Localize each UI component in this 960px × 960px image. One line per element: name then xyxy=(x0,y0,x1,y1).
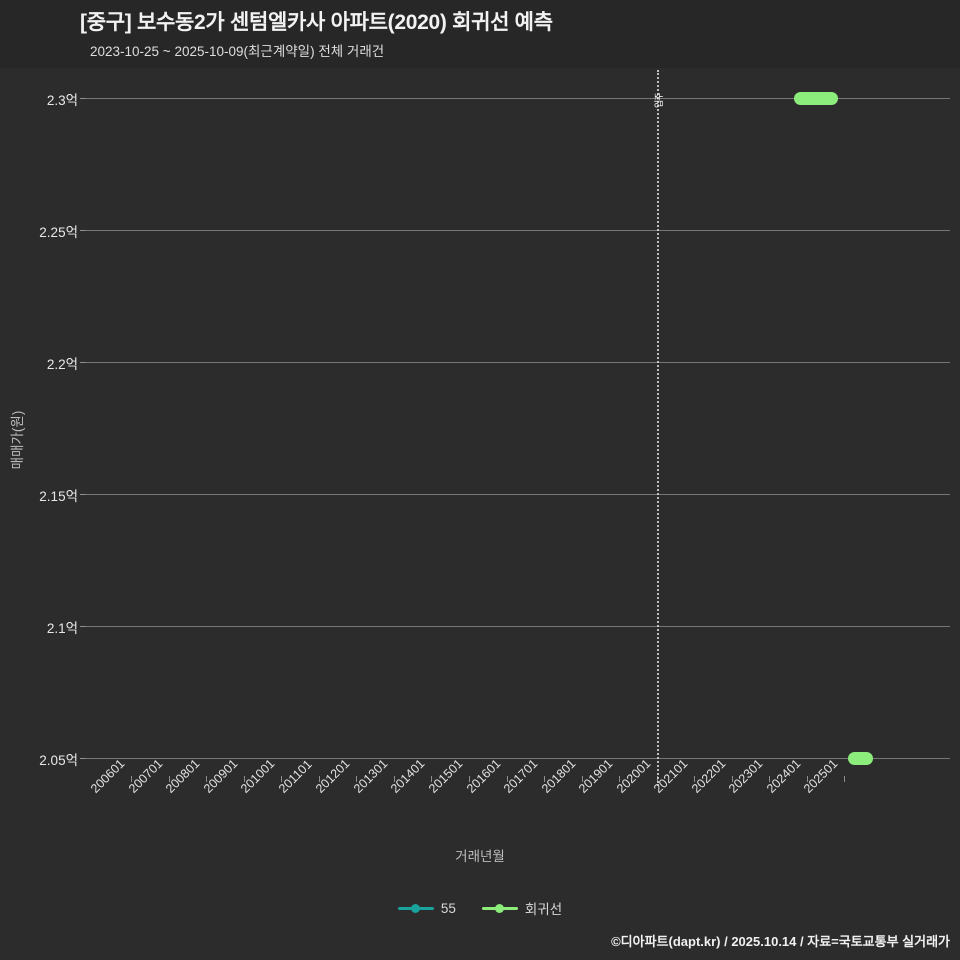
page-title: [중구] 보수동2가 센텀엘카사 아파트(2020) 회귀선 예측 xyxy=(80,11,553,34)
x-tick-mark xyxy=(356,776,358,782)
x-tick-label: 202501 xyxy=(801,756,841,796)
regression-line-segment xyxy=(847,751,873,765)
legend-item[interactable]: 55 xyxy=(397,900,456,916)
y-tick-label: 2.15억 xyxy=(39,489,78,504)
x-tick-mark xyxy=(206,776,208,782)
x-tick-label: 201201 xyxy=(313,756,353,796)
move-in-marker-line xyxy=(656,70,659,786)
line-marker-icon xyxy=(397,902,434,914)
y-gridline xyxy=(86,626,950,627)
y-gridline xyxy=(86,98,950,99)
x-tick-label: 202101 xyxy=(651,756,691,796)
x-tick-label: 201501 xyxy=(425,756,466,796)
move-in-marker-label: 입주 xyxy=(653,93,664,108)
x-tick-mark xyxy=(131,776,132,782)
y-gridline xyxy=(86,230,950,231)
x-tick-mark xyxy=(806,776,808,782)
chart-header: [중구] 보수동2가 센텀엘카사 아파트(2020) 회귀선 예측 2023-1… xyxy=(0,0,960,68)
x-tick-mark xyxy=(431,776,433,782)
y-tick-label: 2.25억 xyxy=(39,225,78,240)
x-tick-mark xyxy=(619,776,621,782)
x-tick-label: 200701 xyxy=(125,756,165,796)
x-tick-label: 201601 xyxy=(463,756,503,796)
y-tick-mark xyxy=(80,758,86,759)
y-tick-mark xyxy=(80,98,86,99)
x-tick-mark xyxy=(731,776,733,782)
x-tick-mark xyxy=(656,776,658,782)
x-tick-mark xyxy=(393,776,395,782)
x-tick-label: 201701 xyxy=(501,756,541,796)
y-tick-label: 2.2억 xyxy=(46,357,78,372)
y-tick-label: 2.05억 xyxy=(39,753,78,768)
line-marker-icon xyxy=(481,902,518,914)
x-tick-label: 200601 xyxy=(88,756,128,796)
y-tick-label: 2.3억 xyxy=(46,93,78,108)
x-tick-label: 201401 xyxy=(388,756,428,796)
x-tick-mark xyxy=(544,776,546,782)
y-tick-mark xyxy=(80,494,86,495)
x-tick-mark xyxy=(318,776,320,782)
x-tick-label: 201001 xyxy=(238,756,278,796)
x-tick-label: 201901 xyxy=(576,756,616,796)
x-tick-mark xyxy=(581,776,583,782)
y-gridline xyxy=(86,758,950,759)
legend-label: 55 xyxy=(440,900,456,916)
footer-credit: ©디아파트(dapt.kr) / 2025.10.14 / 자료=국토교통부 실… xyxy=(611,934,950,949)
x-tick-mark xyxy=(281,776,283,782)
x-tick-mark xyxy=(243,776,245,782)
x-tick-label: 201801 xyxy=(538,756,578,796)
x-tick-label: 202201 xyxy=(688,756,729,796)
x-tick-label: 202401 xyxy=(763,756,804,796)
y-tick-mark xyxy=(80,362,86,363)
x-tick-label: 201301 xyxy=(350,756,391,796)
page-subtitle: 2023-10-25 ~ 2025-10-09(최근계약일) 전체 거래건 xyxy=(90,44,385,59)
legend-item[interactable]: 회귀선 xyxy=(481,898,563,918)
x-tick-label: 200901 xyxy=(200,756,241,796)
y-tick-mark xyxy=(80,230,86,231)
x-tick-mark xyxy=(769,776,771,782)
y-gridline xyxy=(86,362,950,363)
y-tick-mark xyxy=(80,626,86,627)
legend-label: 회귀선 xyxy=(524,902,563,917)
x-tick-mark xyxy=(168,776,170,782)
x-tick-mark xyxy=(468,776,470,782)
y-tick-label: 2.1억 xyxy=(46,621,78,636)
x-tick-label: 202301 xyxy=(726,756,766,796)
x-tick-label: 201101 xyxy=(275,757,315,796)
x-tick-mark xyxy=(844,776,846,782)
x-tick-label: 200801 xyxy=(163,756,203,796)
x-axis-title: 거래년월 xyxy=(455,849,505,864)
y-axis-title: 매매가(원) xyxy=(10,410,25,470)
x-tick-mark xyxy=(694,776,696,782)
x-tick-mark xyxy=(506,776,508,782)
y-gridline xyxy=(86,494,950,495)
x-tick-label: 202001 xyxy=(613,756,654,796)
regression-line-segment xyxy=(794,91,839,105)
chart-legend: 55 회귀선 xyxy=(0,898,960,918)
